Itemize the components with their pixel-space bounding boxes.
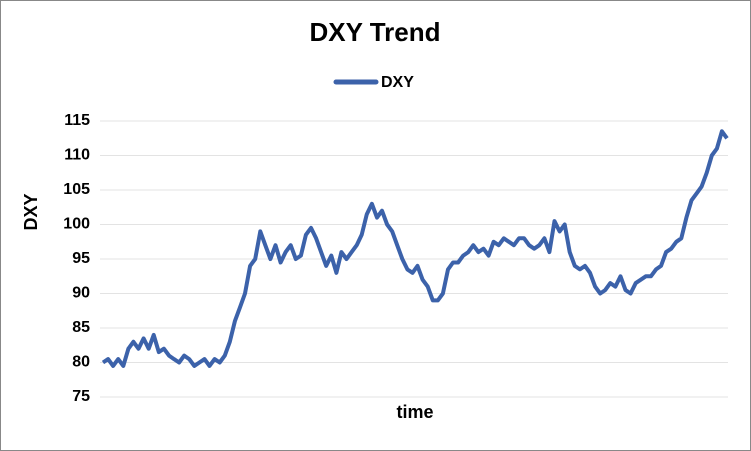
legend: DXY	[333, 74, 414, 91]
y-tick-label: 115	[64, 112, 90, 129]
y-tick-label: 85	[72, 319, 90, 336]
y-tick-label: 110	[64, 147, 90, 164]
y-axis-label: DXY	[21, 193, 41, 230]
y-tick-label: 100	[63, 216, 90, 233]
y-tick-label: 75	[72, 388, 90, 405]
x-axis-label: time	[396, 402, 433, 422]
y-tick-label: 90	[72, 285, 90, 302]
y-tick-label: 80	[72, 354, 90, 371]
data-line	[101, 129, 729, 368]
legend-label: DXY	[381, 74, 414, 91]
y-tick-label: 105	[63, 181, 90, 198]
chart-title: DXY Trend	[309, 17, 440, 47]
y-tick-label: 95	[72, 250, 90, 267]
